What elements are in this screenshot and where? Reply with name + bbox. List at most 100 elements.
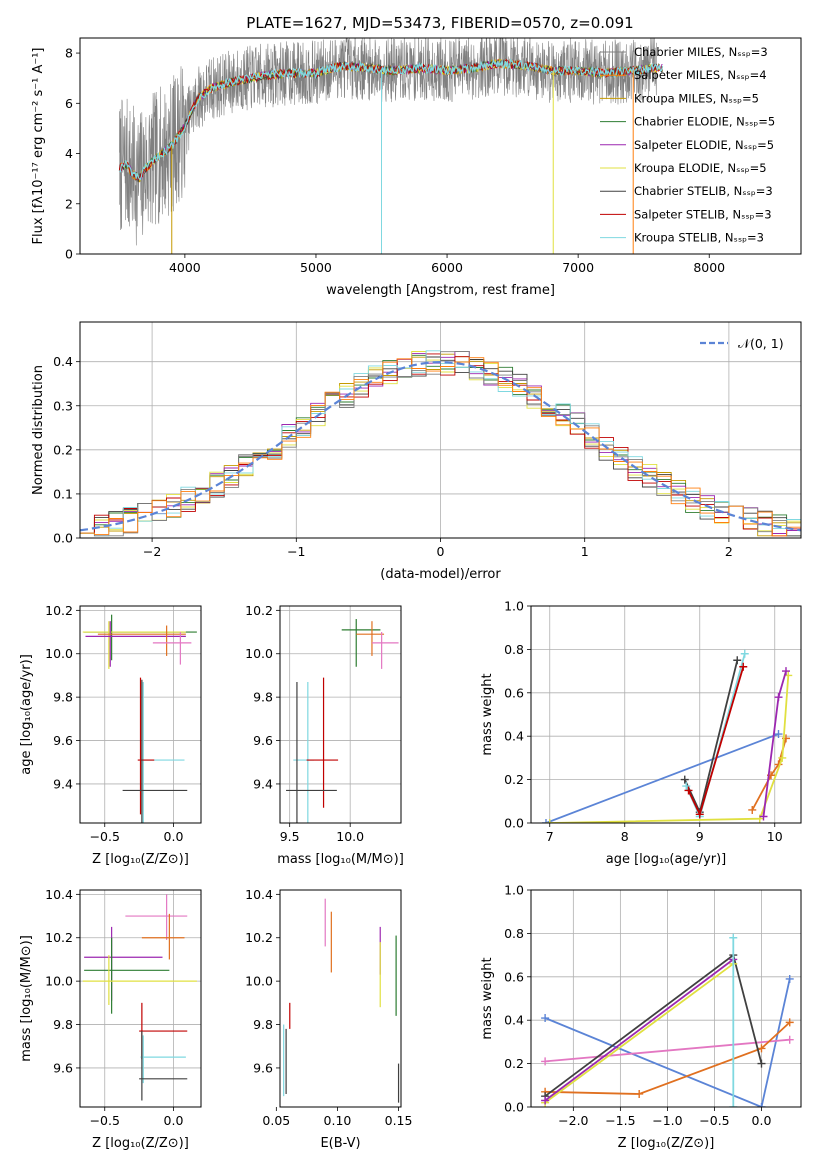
y-tick-label: 0.8 <box>504 642 524 657</box>
y-tick-label: 1.0 <box>504 883 524 898</box>
y-axis-label: age [log₁₀(age/yr)] <box>19 654 34 775</box>
mass-weight-marker <box>684 786 693 795</box>
axes-frame <box>279 889 402 1108</box>
y-tick-label: 10.0 <box>245 974 273 989</box>
y-tick-label: 4 <box>65 146 73 161</box>
panel-age_vs_mass: 9.5 10.0 9.4 9.6 9.8 10.0 10.2 mass [log₁₀(M/M⊙… <box>245 603 404 867</box>
mass-weight-line <box>544 978 791 1107</box>
y-tick-label: 2 <box>65 196 73 211</box>
x-tick-label: 7000 <box>562 260 594 275</box>
y-tick-label: 10.4 <box>45 887 73 902</box>
mass-weight-line <box>545 1038 790 1063</box>
mass-weight-marker <box>785 1035 794 1044</box>
mass-weight-marker <box>740 649 749 658</box>
axes-frame <box>279 605 402 824</box>
legend-entry: Kroupa ELODIE, Nₛₛₚ=5 <box>634 161 767 175</box>
mass-weight-marker <box>782 667 790 676</box>
y-tick-label: 10.2 <box>45 930 73 945</box>
y-tick-label: 10.0 <box>45 646 73 661</box>
x-axis-label: wavelength [Angstrom, rest frame] <box>326 283 555 298</box>
mass-weight-marker <box>774 730 783 739</box>
model-spectrum-line <box>118 58 664 181</box>
legend-entry: Chabrier ELODIE, Nₛₛₚ=5 <box>634 115 775 129</box>
mass-weight-line <box>544 963 734 1104</box>
y-axis-label: mass weight <box>480 673 495 755</box>
y-tick-label: 9.4 <box>53 776 73 791</box>
mass-weight-marker <box>541 1014 550 1023</box>
x-tick-label: 4000 <box>169 260 201 275</box>
y-tick-label: 0 <box>65 247 73 262</box>
y-tick-label: 0.1 <box>53 486 73 501</box>
x-tick-label: 0.0 <box>752 1113 772 1128</box>
axes-frame <box>79 889 202 1108</box>
legend: 𝒩(0, 1) <box>700 336 784 351</box>
mass-weight-marker <box>774 693 783 702</box>
x-axis-label: Z [log₁₀(Z/Z⊙)] <box>92 1136 189 1151</box>
mass-weight-line <box>545 733 779 823</box>
mass-weight-line <box>549 675 790 823</box>
y-tick-label: 9.6 <box>253 1060 273 1075</box>
x-axis-label: mass [log₁₀(M/M⊙)] <box>277 852 404 867</box>
x-axis-label: (data-model)/error <box>380 567 501 582</box>
x-tick-label: −1.0 <box>652 1113 682 1128</box>
mass-weight-line <box>544 958 734 1102</box>
x-tick-label: −2.0 <box>558 1113 588 1128</box>
y-tick-label: 0.0 <box>504 816 524 831</box>
y-tick-label: 8 <box>65 46 73 61</box>
legend-entry: Kroupa STELIB, Nₛₛₚ=3 <box>634 231 764 245</box>
legend-entry: Salpeter MILES, Nₛₛₚ=4 <box>634 68 767 82</box>
legend-entry: 𝒩(0, 1) <box>738 336 784 351</box>
x-tick-label: −2 <box>143 544 161 559</box>
x-tick-label: 0 <box>437 544 445 559</box>
y-tick-label: 9.4 <box>253 776 273 791</box>
mass-weight-marker <box>757 1059 766 1068</box>
y-axis-label: Normed distribution <box>31 365 46 495</box>
panel-spectrum: 4000 5000 6000 7000 8000 0 2 4 6 8 wavelength [Ang… <box>31 37 802 298</box>
mass-weight-marker <box>729 1103 738 1107</box>
mass-weight-marker <box>733 656 742 665</box>
mass-weight-marker <box>778 753 787 762</box>
plot-area <box>531 890 801 1107</box>
figure-title: PLATE=1627, MJD=53473, FIBERID=0570, z=0… <box>246 14 633 32</box>
x-tick-label: 0.15 <box>385 1113 413 1128</box>
mass-weight-marker <box>785 1018 794 1027</box>
panel-mass_weight_vs_age: 7 8 9 10 0.0 0.2 0.4 0.6 0.8 1.0 age [log₁₀(age/yr… <box>480 599 802 867</box>
x-tick-label: −0.5 <box>90 829 120 844</box>
y-tick-label: 0.6 <box>504 969 524 984</box>
legend-entry: Chabrier MILES, Nₛₛₚ=3 <box>634 45 768 59</box>
x-tick-label: 7 <box>546 829 554 844</box>
mass-weight-marker <box>682 782 691 791</box>
panel-age_vs_Z: −0.5 0.0 9.4 9.6 9.8 10.0 10.2 Z [log₁₀(Z/Z⊙)] a… <box>19 603 202 867</box>
y-tick-label: 0.4 <box>504 1013 524 1028</box>
y-tick-label: 0.2 <box>504 772 524 787</box>
y-tick-label: 6 <box>65 96 73 111</box>
model-spectrum-line <box>118 58 663 181</box>
axes-frame <box>79 605 202 824</box>
normal-distribution-curve <box>80 360 801 532</box>
mass-weight-marker <box>785 974 794 983</box>
x-axis-label: E(B-V) <box>320 1136 360 1151</box>
mass-weight-line <box>545 1021 791 1095</box>
y-tick-label: 10.0 <box>245 646 273 661</box>
axes-frame <box>79 321 802 539</box>
axes-frame <box>79 37 802 255</box>
plot-area <box>280 606 401 823</box>
x-tick-label: −1 <box>287 544 305 559</box>
legend-entry: Salpeter STELIB, Nₛₛₚ=3 <box>634 207 772 221</box>
x-tick-label: 8000 <box>693 260 725 275</box>
x-tick-label: 0.10 <box>324 1113 352 1128</box>
y-tick-label: 9.8 <box>253 690 273 705</box>
observed-spectrum-line <box>119 38 657 246</box>
y-tick-label: 0.8 <box>504 926 524 941</box>
plot-area <box>80 322 801 538</box>
y-tick-label: 9.8 <box>53 690 73 705</box>
mass-weight-marker <box>757 1044 766 1053</box>
x-axis-label: Z [log₁₀(Z/Z⊙)] <box>618 1136 715 1151</box>
y-tick-label: 10.2 <box>45 603 73 618</box>
residual-histogram <box>80 357 801 537</box>
mass-weight-marker <box>541 1096 550 1105</box>
plot-area <box>80 606 201 823</box>
legend-entry: Chabrier STELIB, Nₛₛₚ=3 <box>634 184 773 198</box>
mass-weight-marker <box>680 775 689 784</box>
x-tick-label: 9.5 <box>280 829 300 844</box>
